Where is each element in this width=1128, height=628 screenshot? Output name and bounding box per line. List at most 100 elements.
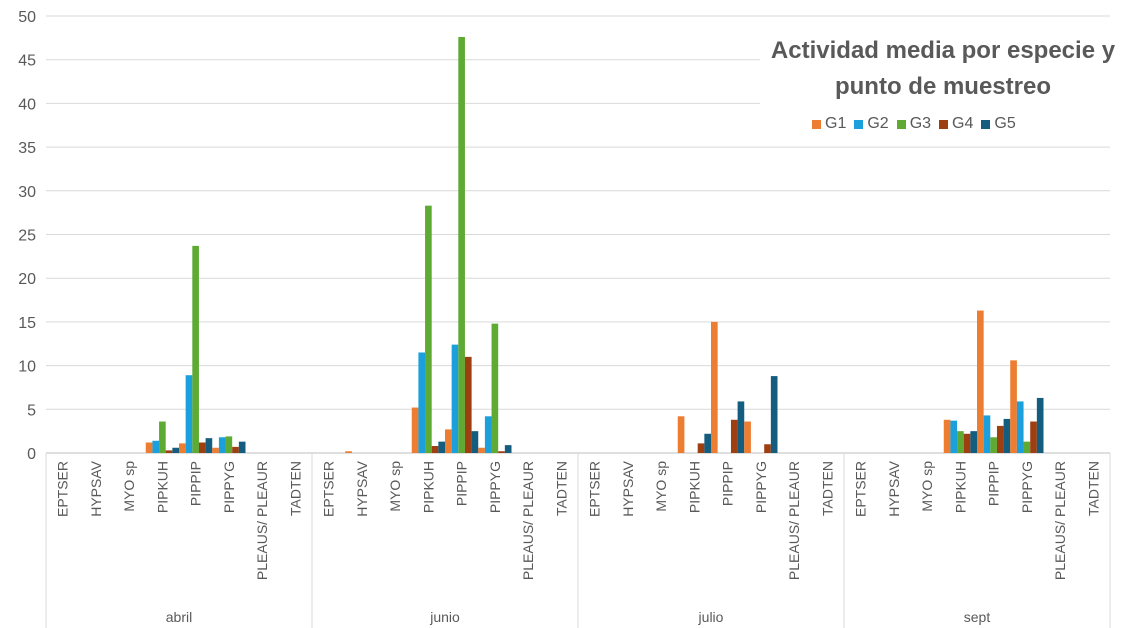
legend-swatch [939,119,949,129]
legend-item: G5 [981,115,1016,133]
bar-g3 [1023,441,1031,453]
category-label: PLEAUS/ PLEAUR [520,461,536,580]
bar-g1 [212,447,219,453]
legend-label: G4 [952,115,974,132]
bar-g2 [418,352,426,453]
bar-g5 [438,441,445,453]
category-label: PIPKUH [420,461,436,513]
chart-title: Actividad media por especie y punto de m… [760,31,1126,109]
category-label: PIPPYG [1019,461,1035,513]
legend-label: G2 [867,115,889,132]
bar-g1 [145,442,153,453]
y-tick-label: 25 [18,228,36,245]
category-label: PIPPIP [720,461,736,506]
category-label: PIPKUH [154,461,170,513]
bar-g5 [205,438,213,453]
bar-g3 [159,421,166,453]
category-label: MYO sp [387,461,403,512]
bar-g1 [478,447,485,453]
legend-swatch [896,119,906,129]
bar-g4 [198,442,206,453]
bar-g1 [411,407,419,453]
bar-g2 [451,344,459,453]
category-label: MYO sp [653,461,669,512]
bar-g2 [484,416,492,453]
bar-g2 [983,415,991,453]
category-label: MYO sp [121,461,137,512]
legend-label: G5 [994,115,1016,132]
bar-g4 [963,433,971,453]
bar-g4 [464,356,472,453]
bar-g2 [950,420,958,453]
bar-g4 [498,451,505,453]
category-label: PLEAUS/ PLEAUR [1052,461,1068,580]
bar-g1 [744,421,751,453]
bar-g4 [1030,421,1037,453]
bar-g3 [225,436,233,453]
category-label: EPTSER [853,461,869,517]
bar-g3 [425,205,432,453]
category-label: PIPPIP [986,461,1002,506]
bar-g1 [345,451,352,453]
bar-g2 [185,375,193,453]
category-label: EPTSER [587,461,603,517]
y-tick-label: 0 [27,446,36,463]
category-label: PIPPYG [753,461,769,513]
bar-g5 [770,376,778,453]
legend-item: G4 [939,115,973,133]
bar-g3 [491,323,499,453]
bar-g4 [697,443,705,453]
bar-g1 [1010,360,1017,453]
bar-g1 [445,429,452,453]
bar-g2 [1016,401,1024,453]
category-label: PIPPYG [221,461,237,513]
category-label: PIPKUH [952,461,968,513]
bar-g2 [218,437,226,453]
bar-g1 [179,443,186,453]
category-label: HYPSAV [88,460,104,516]
bar-g5 [238,441,246,453]
bar-g4 [764,444,771,453]
category-label: HYPSAV [620,460,636,516]
bar-g5 [471,431,479,453]
y-tick-label: 40 [18,96,36,113]
bar-g4 [730,419,738,453]
legend-swatch [812,119,821,129]
bar-g4 [996,425,1004,453]
y-tick-label: 10 [18,359,36,376]
category-label: HYPSAV [886,460,902,516]
category-label: PIPPYG [487,461,503,513]
bar-g1 [677,416,685,453]
group-label: julio [698,609,724,625]
bar-g4 [165,450,173,453]
bar-g5 [1003,418,1011,453]
y-tick-label: 30 [18,184,36,201]
bar-g5 [737,401,745,453]
bar-g3 [458,36,465,453]
category-label: TADTEN [1085,461,1101,516]
legend-swatch [854,119,864,129]
category-label: PLEAUS/ PLEAUR [254,461,270,580]
y-tick-label: 45 [18,53,36,70]
category-label: PLEAUS/ PLEAUR [786,461,802,580]
category-label: TADTEN [819,461,835,516]
bar-g5 [172,447,179,453]
category-label: PIPKUH [686,461,702,513]
category-label: TADTEN [553,461,569,516]
y-tick-label: 35 [18,140,36,157]
y-tick-label: 50 [18,9,36,26]
category-label: HYPSAV [354,460,370,516]
bar-g3 [990,437,997,453]
bar-g3 [192,245,199,453]
y-tick-label: 5 [27,402,36,419]
chart-legend: G1 G2 G3 G4 G5 [808,113,1020,135]
bar-g1 [711,321,718,453]
bar-g5 [970,431,977,453]
legend-label: G3 [909,115,932,132]
category-label: MYO sp [919,461,935,512]
legend-label: G1 [825,115,847,132]
y-tick-label: 20 [18,271,36,288]
bar-g5 [704,433,711,453]
category-label: EPTSER [55,461,71,517]
